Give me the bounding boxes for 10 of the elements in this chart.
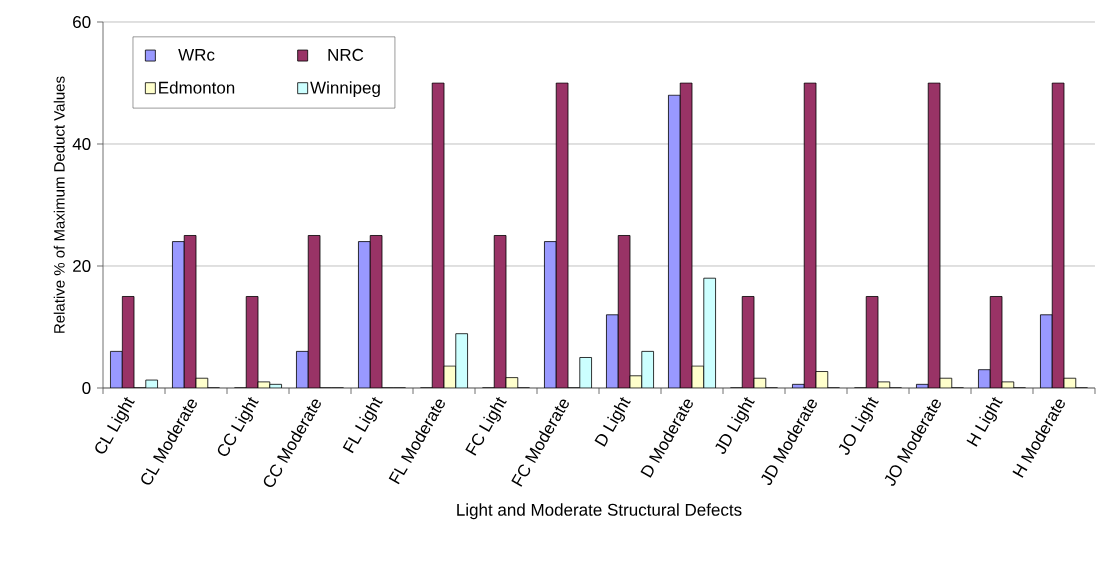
y-tick-label: 0 <box>82 381 91 395</box>
y-axis-title: Relative % of Maximum Deduct Values <box>53 76 65 333</box>
x-axis-title: Light and Moderate Structural Defects <box>457 503 742 520</box>
legend-label: Winnipeg <box>310 81 380 98</box>
legend-label: NRC <box>328 48 364 61</box>
y-tick-label: 60 <box>73 15 91 29</box>
legend-label: WRc <box>178 48 215 61</box>
y-tick-label: 40 <box>72 137 91 151</box>
y-tick-label: 20 <box>73 259 91 273</box>
legend-label: Edmonton <box>159 81 235 94</box>
